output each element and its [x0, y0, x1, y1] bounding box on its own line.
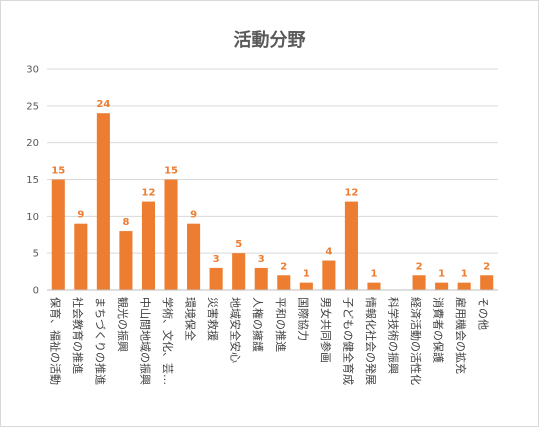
bar — [435, 282, 449, 290]
bar — [74, 223, 88, 290]
x-tick-label: 災害救援 — [206, 297, 220, 341]
data-label: 1 — [370, 269, 377, 280]
x-tick-label: 中山間地域の振興 — [138, 297, 152, 385]
x-tick-label: 地域安全安心 — [229, 297, 243, 363]
data-label: 8 — [122, 217, 129, 228]
y-axis: 0 5 10 15 20 25 30 — [26, 65, 39, 297]
x-tick-label: 平和の推進 — [274, 297, 288, 352]
data-label: 1 — [438, 269, 445, 280]
data-label: 3 — [258, 254, 265, 265]
bar — [232, 253, 246, 290]
x-tick-label: 消費者の保護 — [432, 297, 446, 363]
y-tick-label: 20 — [26, 138, 39, 149]
data-label: 9 — [77, 210, 84, 221]
x-tick-label: 観光の振興 — [116, 297, 130, 352]
x-tick-label: 社会教育の推進 — [71, 297, 85, 374]
data-label: 12 — [344, 188, 358, 199]
bar — [254, 267, 268, 290]
bar — [480, 275, 494, 290]
bars — [51, 113, 494, 290]
x-tick-label: 人権の擁護 — [251, 297, 265, 352]
x-tick-label: 保育、福祉の活動 — [48, 297, 62, 385]
x-tick-label: 経済活動の活性化 — [409, 297, 423, 385]
x-tick-label: 環境保全 — [184, 297, 198, 341]
gridlines — [47, 68, 498, 291]
y-tick-label: 5 — [33, 249, 39, 260]
bar — [209, 267, 223, 290]
bar — [367, 282, 381, 290]
x-tick-label: 情報化社会の発展 — [364, 297, 378, 385]
data-label: 15 — [51, 166, 65, 177]
data-label: 2 — [280, 261, 287, 272]
bar — [141, 201, 156, 290]
bar — [51, 179, 65, 290]
x-tick-label: その他 — [477, 297, 490, 330]
y-tick-label: 0 — [33, 286, 39, 297]
x-tick-label: まちづくりの推進 — [93, 297, 107, 385]
bar — [457, 282, 471, 290]
chart-title: 活動分野 — [233, 30, 306, 51]
data-label: 1 — [461, 269, 468, 280]
y-tick-label: 10 — [26, 212, 39, 223]
bar — [164, 179, 178, 290]
bar — [187, 223, 201, 290]
data-label: 12 — [142, 188, 156, 199]
bar — [412, 275, 426, 290]
y-tick-label: 15 — [26, 175, 39, 186]
data-label: 15 — [164, 166, 178, 177]
bar — [119, 231, 133, 290]
data-label: 2 — [483, 261, 490, 272]
bar — [299, 282, 313, 290]
data-label: 3 — [213, 254, 220, 265]
y-tick-label: 30 — [26, 65, 39, 76]
bar — [277, 275, 291, 290]
x-axis: 保育、福祉の活動 社会教育の推進 まちづくりの推進 観光の振興 中山間地域の振興 学術、文… — [47, 289, 498, 385]
x-tick-label: 科学技術の振興 — [387, 297, 401, 374]
data-label: 5 — [235, 239, 242, 250]
bar — [322, 260, 336, 290]
data-label: 4 — [325, 247, 332, 258]
y-tick-label: 25 — [26, 101, 39, 112]
bar — [96, 113, 110, 290]
data-label: 1 — [303, 269, 310, 280]
data-label: 24 — [96, 99, 110, 110]
x-tick-label: 子どもの健全育成 — [341, 297, 355, 385]
data-label: 9 — [190, 210, 197, 221]
x-tick-label: 男女共同参画 — [319, 297, 333, 363]
bar — [344, 201, 358, 290]
x-tick-label: 国際協力 — [296, 297, 309, 341]
x-tick-label: 雇用機会の拡充 — [454, 297, 468, 374]
data-label: 2 — [416, 261, 423, 272]
x-tick-label: 学術、文化、芸… — [161, 297, 175, 385]
